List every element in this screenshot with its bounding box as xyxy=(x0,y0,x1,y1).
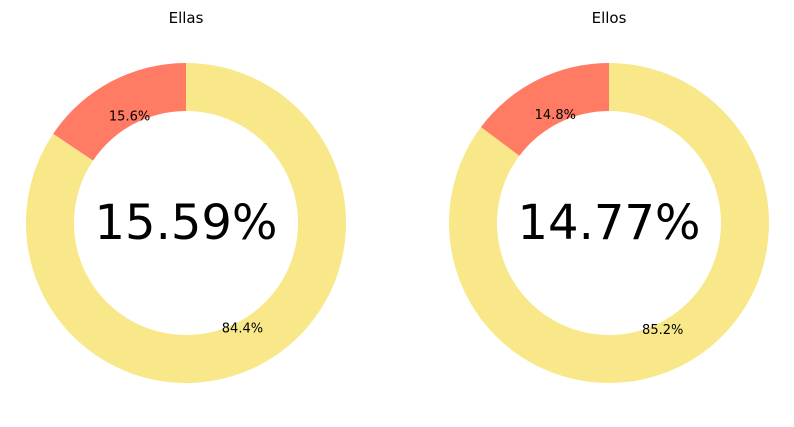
chart-title: Ellos xyxy=(592,9,627,27)
slice-label-0: 15.6% xyxy=(109,110,150,125)
slice-1 xyxy=(449,63,769,383)
slice-label-1: 84.4% xyxy=(222,321,263,336)
donut-chart-ellos: Ellos 14.8% 85.2% 14.77% xyxy=(449,9,769,383)
slice-0 xyxy=(53,63,187,161)
chart-title: Ellas xyxy=(169,9,204,27)
pct-labels-group: 14.8% 85.2% xyxy=(535,108,684,338)
center-percentage: 15.59% xyxy=(94,195,277,251)
slice-label-0: 14.8% xyxy=(535,108,576,123)
slices-group xyxy=(26,63,346,383)
pct-labels-group: 15.6% 84.4% xyxy=(109,110,263,337)
slice-0 xyxy=(480,63,609,156)
center-percentage: 14.77% xyxy=(517,195,700,251)
slice-label-1: 85.2% xyxy=(642,323,683,338)
slices-group xyxy=(449,63,769,383)
slice-1 xyxy=(26,63,346,383)
donut-chart-ellas: Ellas 15.6% 84.4% 15.59% xyxy=(26,9,346,383)
